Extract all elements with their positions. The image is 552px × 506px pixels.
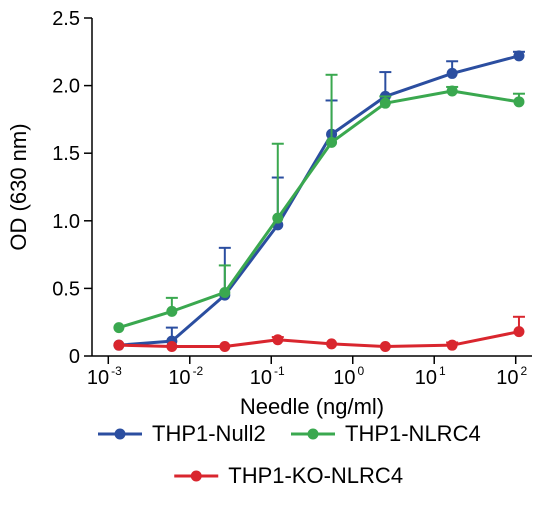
legend-swatch-marker <box>115 429 126 440</box>
data-marker <box>326 137 337 148</box>
y-tick-label: 0.5 <box>52 278 80 300</box>
legend-label: THP1-KO-NLRC4 <box>228 463 403 488</box>
legend-swatch-marker <box>191 471 202 482</box>
legend-label: THP1-NLRC4 <box>345 421 481 446</box>
data-marker <box>326 338 337 349</box>
x-axis-title: Needle (ng/ml) <box>240 394 384 419</box>
data-marker <box>447 86 458 97</box>
legend-swatch-marker <box>308 429 319 440</box>
data-marker <box>272 213 283 224</box>
data-marker <box>166 306 177 317</box>
y-tick-label: 2.0 <box>52 76 80 98</box>
data-marker <box>113 322 124 333</box>
data-marker <box>513 326 524 337</box>
legend-label: THP1-Null2 <box>152 421 266 446</box>
data-marker <box>219 341 230 352</box>
data-marker <box>513 50 524 61</box>
y-tick-label: 1.5 <box>52 143 80 165</box>
data-marker <box>447 340 458 351</box>
data-marker <box>447 68 458 79</box>
data-marker <box>380 98 391 109</box>
dose-response-chart: 00.51.01.52.02.5OD (630 nm)10-310-210-11… <box>0 0 552 506</box>
y-tick-label: 0 <box>69 346 80 368</box>
y-tick-label: 2.5 <box>52 8 80 30</box>
data-marker <box>272 334 283 345</box>
data-marker <box>166 341 177 352</box>
data-marker <box>513 96 524 107</box>
y-axis-title: OD (630 nm) <box>6 123 31 250</box>
data-marker <box>113 340 124 351</box>
data-marker <box>219 287 230 298</box>
y-tick-label: 1.0 <box>52 211 80 233</box>
data-marker <box>380 341 391 352</box>
